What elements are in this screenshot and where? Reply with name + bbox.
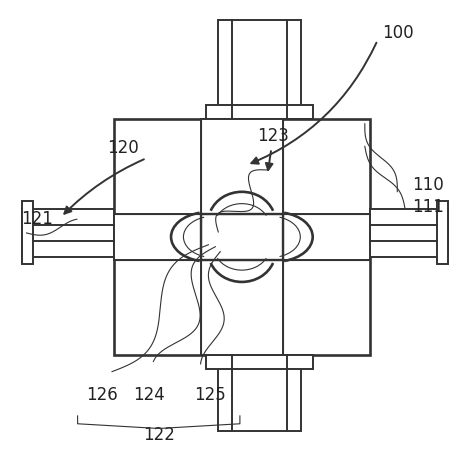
Bar bbox=[370, 209, 448, 257]
Bar bbox=[22, 202, 33, 264]
Bar bbox=[206, 105, 313, 119]
Bar bbox=[114, 214, 370, 259]
Text: 124: 124 bbox=[133, 387, 165, 405]
Text: 122: 122 bbox=[143, 426, 175, 444]
Text: 125: 125 bbox=[195, 387, 226, 405]
Text: 120: 120 bbox=[107, 139, 139, 157]
Text: 123: 123 bbox=[257, 127, 290, 145]
Text: 126: 126 bbox=[86, 387, 118, 405]
Text: 111: 111 bbox=[412, 198, 444, 216]
Bar bbox=[22, 209, 114, 257]
Bar bbox=[218, 355, 301, 431]
Bar bbox=[206, 355, 313, 368]
Bar bbox=[114, 119, 370, 355]
Bar bbox=[437, 202, 448, 264]
Text: 100: 100 bbox=[382, 24, 414, 42]
Bar bbox=[218, 20, 301, 119]
Text: 121: 121 bbox=[22, 210, 53, 228]
Text: 110: 110 bbox=[412, 176, 444, 194]
Bar bbox=[201, 214, 283, 259]
Bar bbox=[201, 119, 283, 355]
